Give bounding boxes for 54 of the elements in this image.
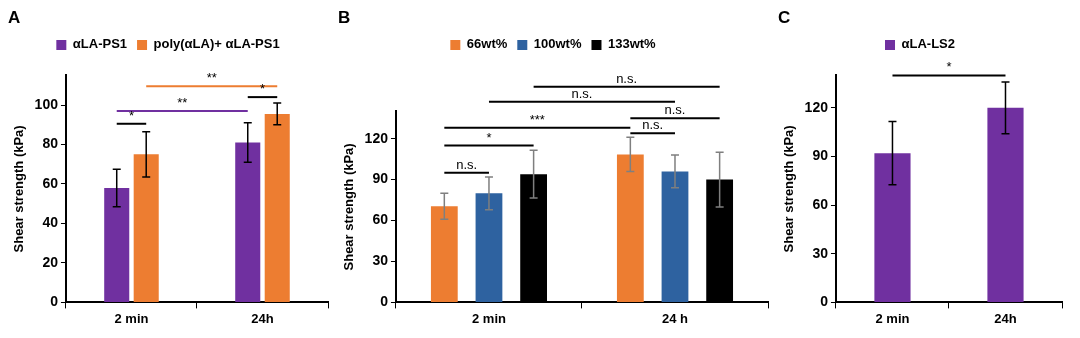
- y-tick-label: 100: [34, 95, 59, 112]
- legend-label: 100wt%: [533, 36, 582, 52]
- legend-label: αLA-LS2: [901, 36, 955, 52]
- bar: [133, 154, 159, 302]
- text: n.s.: [616, 70, 638, 86]
- bar: [616, 154, 644, 302]
- chart-title: B: [338, 7, 351, 27]
- y-axis-title: Shear strength (kPa): [341, 143, 357, 271]
- y-tick-label: 120: [804, 98, 829, 115]
- bar: [661, 171, 689, 302]
- y-tick-label: 0: [50, 293, 59, 310]
- y-tick-label: 120: [364, 129, 389, 146]
- y-tick-label: 80: [42, 135, 59, 152]
- y-tick-label: 30: [372, 252, 389, 269]
- y-axis-title: Shear strength (kPa): [781, 125, 797, 253]
- annotation: n.s.: [642, 117, 664, 133]
- y-axis-title: Shear strength (kPa): [11, 125, 27, 253]
- y-tick-label: 90: [372, 170, 389, 187]
- text: n.s.: [571, 85, 593, 101]
- bar: [104, 187, 130, 302]
- annotation: **: [177, 95, 188, 111]
- annotation: n.s.: [664, 102, 686, 118]
- legend-label: 66wt%: [466, 36, 508, 52]
- annotation: *: [259, 81, 266, 97]
- x-tick-label: 2 min: [114, 310, 149, 326]
- bar: [475, 193, 503, 302]
- annotation: ***: [529, 111, 545, 127]
- y-tick-label: 60: [812, 195, 829, 212]
- legend-label: αLA-PS1: [72, 36, 128, 52]
- legend-label: poly(αLA)+ αLA-PS1: [153, 36, 280, 52]
- text: *: [946, 59, 952, 75]
- y-tick-label: 0: [820, 293, 829, 310]
- annotation: *: [486, 129, 492, 145]
- legend-label: 133wt%: [607, 36, 657, 52]
- x-tick-label: 2 min: [875, 310, 910, 326]
- bar: [235, 142, 261, 302]
- y-tick-label: 40: [42, 214, 59, 231]
- chart-title: A: [8, 7, 21, 27]
- x-tick-label: 24h: [994, 310, 1017, 326]
- annotation: **: [206, 70, 217, 86]
- y-tick-label: 90: [812, 147, 829, 164]
- y-tick-label: 0: [380, 293, 389, 310]
- annotation: *: [128, 107, 134, 123]
- x-tick-label: 24h: [251, 310, 274, 326]
- chart-title: C: [778, 7, 791, 27]
- x-tick-label: 2 min: [471, 310, 506, 326]
- bar: [430, 206, 458, 302]
- y-tick-label: 30: [812, 244, 829, 261]
- bar: [264, 113, 290, 302]
- annotation: n.s.: [456, 156, 478, 172]
- y-tick-label: 60: [42, 174, 59, 191]
- y-tick-label: 60: [372, 211, 389, 228]
- y-tick-label: 20: [42, 253, 59, 270]
- x-tick-label: 24 h: [661, 310, 689, 326]
